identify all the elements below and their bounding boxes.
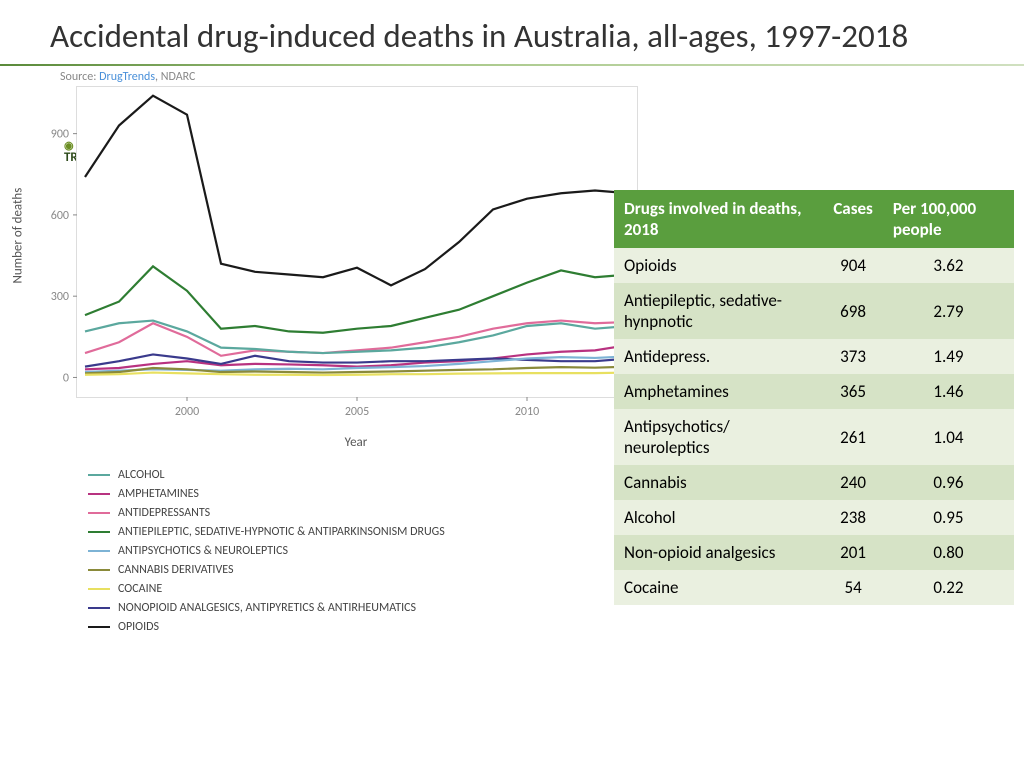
- drug-cell: Amphetamines: [614, 374, 823, 409]
- legend-swatch: [88, 531, 110, 534]
- legend-swatch: [88, 493, 110, 496]
- y-tick-label: 0: [63, 371, 69, 385]
- table-header: Cases: [823, 190, 883, 248]
- y-tick-label: 300: [51, 290, 69, 304]
- data-table: Drugs involved in deaths, 2018CasesPer 1…: [614, 190, 1014, 605]
- page-title: Accidental drug-induced deaths in Austra…: [0, 0, 1024, 64]
- table-row: Non-opioid analgesics2010.80: [614, 535, 1014, 570]
- per-cell: 0.80: [883, 535, 1014, 570]
- legend-label: ANTIDEPRESSANTS: [118, 506, 210, 520]
- legend-label: COCAINE: [118, 582, 162, 596]
- cases-cell: 698: [823, 283, 883, 339]
- cases-cell: 904: [823, 248, 883, 283]
- table-row: Opioids9043.62: [614, 248, 1014, 283]
- per-cell: 0.22: [883, 570, 1014, 605]
- legend-label: AMPHETAMINES: [118, 487, 199, 501]
- drug-cell: Antiepileptic, sedative-hynpnotic: [614, 283, 823, 339]
- series-line: [85, 96, 629, 286]
- legend-swatch: [88, 569, 110, 572]
- legend-item: OPIOIDS: [88, 620, 1024, 634]
- legend-swatch: [88, 474, 110, 477]
- y-tick-label: 600: [51, 209, 69, 223]
- cases-cell: 201: [823, 535, 883, 570]
- cases-cell: 238: [823, 500, 883, 535]
- legend-swatch: [88, 588, 110, 591]
- series-line: [85, 266, 629, 332]
- table-row: Cannabis2400.96: [614, 465, 1014, 500]
- legend-swatch: [88, 550, 110, 553]
- series-line: [85, 356, 629, 372]
- per-cell: 0.95: [883, 500, 1014, 535]
- drug-cell: Non-opioid analgesics: [614, 535, 823, 570]
- legend-label: ANTIPSYCHOTICS & NEUROLEPTICS: [118, 544, 288, 558]
- table-row: Alcohol2380.95: [614, 500, 1014, 535]
- drug-cell: Opioids: [614, 248, 823, 283]
- legend-swatch: [88, 626, 110, 629]
- legend-label: ALCOHOL: [118, 468, 165, 482]
- source-prefix: Source:: [60, 70, 99, 84]
- per-cell: 1.46: [883, 374, 1014, 409]
- legend-label: OPIOIDS: [118, 620, 159, 634]
- y-tick-label: 900: [51, 128, 69, 142]
- source-link[interactable]: DrugTrends: [99, 70, 155, 84]
- table-row: Amphetamines3651.46: [614, 374, 1014, 409]
- series-line: [85, 321, 629, 354]
- per-cell: 2.79: [883, 283, 1014, 339]
- legend-label: CANNABIS DERIVATIVES: [118, 563, 234, 577]
- legend-swatch: [88, 512, 110, 515]
- cases-cell: 54: [823, 570, 883, 605]
- table-header: Drugs involved in deaths, 2018: [614, 190, 823, 248]
- series-line: [85, 354, 629, 366]
- legend-label: NONOPIOID ANALGESICS, ANTIPYRETICS & ANT…: [118, 601, 416, 615]
- x-tick-label: 2000: [175, 405, 199, 419]
- drug-cell: Antidepress.: [614, 339, 823, 374]
- cases-cell: 373: [823, 339, 883, 374]
- table-row: Antiepileptic, sedative-hynpnotic6982.79: [614, 283, 1014, 339]
- cases-cell: 261: [823, 409, 883, 465]
- y-axis-label: Number of deaths: [11, 188, 26, 284]
- legend-label: ANTIEPILEPTIC, SEDATIVE-HYPNOTIC & ANTIP…: [118, 525, 445, 539]
- drug-cell: Antipsychotics/ neuroleptics: [614, 409, 823, 465]
- table-row: Cocaine540.22: [614, 570, 1014, 605]
- table-row: Antidepress.3731.49: [614, 339, 1014, 374]
- cases-cell: 365: [823, 374, 883, 409]
- x-tick-label: 2005: [345, 405, 369, 419]
- legend-swatch: [88, 607, 110, 610]
- cases-cell: 240: [823, 465, 883, 500]
- per-cell: 1.04: [883, 409, 1014, 465]
- drug-cell: Cocaine: [614, 570, 823, 605]
- table-row: Antipsychotics/ neuroleptics2611.04: [614, 409, 1014, 465]
- per-cell: 0.96: [883, 465, 1014, 500]
- x-axis-label: Year: [76, 435, 636, 450]
- source-suffix: , NDARC: [155, 70, 195, 84]
- drug-cell: Alcohol: [614, 500, 823, 535]
- per-cell: 3.62: [883, 248, 1014, 283]
- line-chart: 0300600900200020052010: [76, 86, 638, 398]
- x-tick-label: 2010: [515, 405, 539, 419]
- per-cell: 1.49: [883, 339, 1014, 374]
- table-header: Per 100,000 people: [883, 190, 1014, 248]
- source-attribution: Source: DrugTrends, NDARC: [0, 70, 1024, 84]
- drug-cell: Cannabis: [614, 465, 823, 500]
- divider: [0, 64, 1024, 66]
